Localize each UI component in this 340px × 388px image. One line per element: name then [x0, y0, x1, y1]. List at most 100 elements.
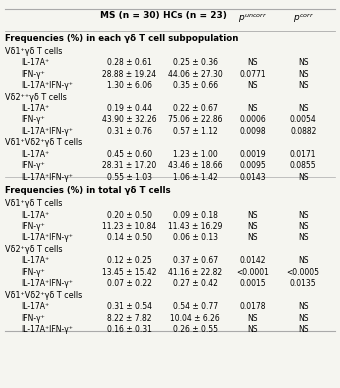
Text: NS: NS — [298, 302, 308, 311]
Text: 0.54 ± 0.77: 0.54 ± 0.77 — [173, 302, 218, 311]
Text: 0.0098: 0.0098 — [239, 127, 266, 136]
Text: Vδ1⁺γδ T cells: Vδ1⁺γδ T cells — [5, 47, 62, 56]
Text: <0.0005: <0.0005 — [287, 268, 320, 277]
Text: NS: NS — [248, 81, 258, 90]
Text: 0.0054: 0.0054 — [290, 116, 317, 125]
Text: 0.0142: 0.0142 — [239, 256, 266, 265]
Text: Vδ2⁺γδ T cells: Vδ2⁺γδ T cells — [5, 245, 62, 254]
Text: 0.0135: 0.0135 — [290, 279, 317, 288]
Text: 0.27 ± 0.42: 0.27 ± 0.42 — [173, 279, 218, 288]
Text: IL-17A⁺IFN-γ⁺: IL-17A⁺IFN-γ⁺ — [21, 173, 73, 182]
Text: NS: NS — [248, 325, 258, 334]
Text: NS: NS — [298, 104, 308, 113]
Text: IL-17A⁺IFN-γ⁺: IL-17A⁺IFN-γ⁺ — [21, 127, 73, 136]
Text: IL-17A⁺IFN-γ⁺: IL-17A⁺IFN-γ⁺ — [21, 81, 73, 90]
Text: 11.23 ± 10.84: 11.23 ± 10.84 — [102, 222, 157, 231]
Text: NS: NS — [298, 222, 308, 231]
Text: IL-17A⁺: IL-17A⁺ — [21, 302, 49, 311]
Text: MS (n = 30): MS (n = 30) — [100, 11, 159, 20]
Text: 0.0771: 0.0771 — [239, 70, 266, 79]
Text: IFN-γ⁺: IFN-γ⁺ — [21, 70, 45, 79]
Text: Vδ1⁺Vδ2⁺γδ T cells: Vδ1⁺Vδ2⁺γδ T cells — [5, 139, 82, 147]
Text: 0.25 ± 0.36: 0.25 ± 0.36 — [173, 58, 218, 67]
Text: 41.16 ± 22.82: 41.16 ± 22.82 — [168, 268, 222, 277]
Text: NS: NS — [298, 70, 308, 79]
Text: NS: NS — [248, 222, 258, 231]
Text: 0.07 ± 0.22: 0.07 ± 0.22 — [107, 279, 152, 288]
Text: IFN-γ⁺: IFN-γ⁺ — [21, 314, 45, 322]
Text: Vδ1⁺Vδ2⁺γδ T cells: Vδ1⁺Vδ2⁺γδ T cells — [5, 291, 82, 300]
Text: Vδ1⁺γδ T cells: Vδ1⁺γδ T cells — [5, 199, 62, 208]
Text: IL-17A⁺IFN-γ⁺: IL-17A⁺IFN-γ⁺ — [21, 279, 73, 288]
Text: NS: NS — [248, 211, 258, 220]
Text: NS: NS — [248, 314, 258, 322]
Text: NS: NS — [298, 234, 308, 242]
Text: IL-17A⁺: IL-17A⁺ — [21, 256, 49, 265]
Text: IL-17A⁺: IL-17A⁺ — [21, 58, 49, 67]
Text: 0.28 ± 0.61: 0.28 ± 0.61 — [107, 58, 152, 67]
Text: IL-17A⁺: IL-17A⁺ — [21, 104, 49, 113]
Text: 0.14 ± 0.50: 0.14 ± 0.50 — [107, 234, 152, 242]
Text: 0.26 ± 0.55: 0.26 ± 0.55 — [173, 325, 218, 334]
Text: NS: NS — [298, 325, 308, 334]
Text: 13.45 ± 15.42: 13.45 ± 15.42 — [102, 268, 157, 277]
Text: IL-17A⁺: IL-17A⁺ — [21, 150, 49, 159]
Text: 0.37 ± 0.67: 0.37 ± 0.67 — [173, 256, 218, 265]
Text: 0.0882: 0.0882 — [290, 127, 317, 136]
Text: NS: NS — [298, 211, 308, 220]
Text: IL-17A⁺IFN-γ⁺: IL-17A⁺IFN-γ⁺ — [21, 325, 73, 334]
Text: 0.31 ± 0.54: 0.31 ± 0.54 — [107, 302, 152, 311]
Text: 0.0143: 0.0143 — [239, 173, 266, 182]
Text: 1.30 ± 6.06: 1.30 ± 6.06 — [107, 81, 152, 90]
Text: IL-17A⁺IFN-γ⁺: IL-17A⁺IFN-γ⁺ — [21, 234, 73, 242]
Text: 0.0019: 0.0019 — [239, 150, 266, 159]
Text: 1.06 ± 1.42: 1.06 ± 1.42 — [173, 173, 218, 182]
Text: 0.31 ± 0.76: 0.31 ± 0.76 — [107, 127, 152, 136]
Text: 0.0006: 0.0006 — [239, 116, 266, 125]
Text: $p^{corr}$: $p^{corr}$ — [293, 11, 314, 25]
Text: 0.0178: 0.0178 — [239, 302, 266, 311]
Text: NS: NS — [298, 58, 308, 67]
Text: 0.45 ± 0.60: 0.45 ± 0.60 — [107, 150, 152, 159]
Text: 28.31 ± 17.20: 28.31 ± 17.20 — [102, 161, 157, 170]
Text: <0.0001: <0.0001 — [236, 268, 269, 277]
Text: 0.55 ± 1.03: 0.55 ± 1.03 — [107, 173, 152, 182]
Text: 0.35 ± 0.66: 0.35 ± 0.66 — [173, 81, 218, 90]
Text: NS: NS — [248, 58, 258, 67]
Text: 0.0095: 0.0095 — [239, 161, 266, 170]
Text: $p^{uncorr}$: $p^{uncorr}$ — [238, 11, 267, 25]
Text: Vδ2⁺⁺γδ T cells: Vδ2⁺⁺γδ T cells — [5, 93, 67, 102]
Text: 75.06 ± 22.86: 75.06 ± 22.86 — [168, 116, 223, 125]
Text: Frequencies (%) in total γδ T cells: Frequencies (%) in total γδ T cells — [5, 186, 170, 196]
Text: 43.46 ± 18.66: 43.46 ± 18.66 — [168, 161, 223, 170]
Text: HCs (n = 23): HCs (n = 23) — [163, 11, 227, 20]
Text: 0.20 ± 0.50: 0.20 ± 0.50 — [107, 211, 152, 220]
Text: 8.22 ± 7.82: 8.22 ± 7.82 — [107, 314, 152, 322]
Text: 0.16 ± 0.31: 0.16 ± 0.31 — [107, 325, 152, 334]
Text: IL-17A⁺: IL-17A⁺ — [21, 211, 49, 220]
Text: 0.0015: 0.0015 — [239, 279, 266, 288]
Text: 0.09 ± 0.18: 0.09 ± 0.18 — [173, 211, 218, 220]
Text: 43.90 ± 32.26: 43.90 ± 32.26 — [102, 116, 157, 125]
Text: IFN-γ⁺: IFN-γ⁺ — [21, 222, 45, 231]
Text: 0.19 ± 0.44: 0.19 ± 0.44 — [107, 104, 152, 113]
Text: 44.06 ± 27.30: 44.06 ± 27.30 — [168, 70, 223, 79]
Text: 1.23 ± 1.00: 1.23 ± 1.00 — [173, 150, 218, 159]
Text: NS: NS — [248, 104, 258, 113]
Text: 0.22 ± 0.67: 0.22 ± 0.67 — [173, 104, 218, 113]
Text: 0.57 ± 1.12: 0.57 ± 1.12 — [173, 127, 218, 136]
Text: Frequencies (%) in each γδ T cell subpopulation: Frequencies (%) in each γδ T cell subpop… — [5, 34, 238, 43]
Text: NS: NS — [248, 234, 258, 242]
Text: 0.0171: 0.0171 — [290, 150, 317, 159]
Text: 28.88 ± 19.24: 28.88 ± 19.24 — [102, 70, 157, 79]
Text: IFN-γ⁺: IFN-γ⁺ — [21, 161, 45, 170]
Text: NS: NS — [298, 314, 308, 322]
Text: NS: NS — [298, 173, 308, 182]
Text: 0.0855: 0.0855 — [290, 161, 317, 170]
Text: 10.04 ± 6.26: 10.04 ± 6.26 — [170, 314, 220, 322]
Text: 0.12 ± 0.25: 0.12 ± 0.25 — [107, 256, 152, 265]
Text: IFN-γ⁺: IFN-γ⁺ — [21, 116, 45, 125]
Text: 0.06 ± 0.13: 0.06 ± 0.13 — [173, 234, 218, 242]
Text: IFN-γ⁺: IFN-γ⁺ — [21, 268, 45, 277]
Text: 11.43 ± 16.29: 11.43 ± 16.29 — [168, 222, 222, 231]
